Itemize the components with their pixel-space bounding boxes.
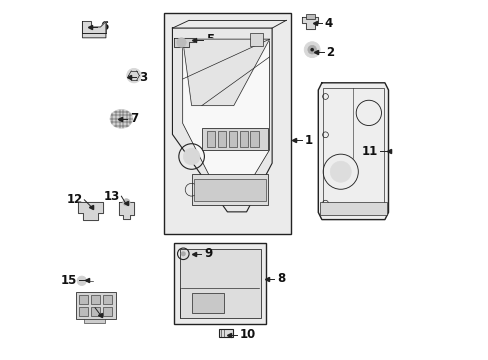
Polygon shape [318, 83, 387, 220]
Bar [79, 295, 88, 304]
Text: 7: 7 [130, 112, 138, 125]
Polygon shape [119, 202, 133, 219]
Bar [192, 293, 224, 314]
Text: 15: 15 [61, 274, 77, 287]
Bar [250, 32, 263, 46]
Bar [218, 329, 232, 337]
Bar [76, 292, 116, 319]
Text: 3: 3 [139, 71, 147, 84]
Text: 2: 2 [326, 46, 334, 59]
Text: 11: 11 [361, 145, 377, 158]
Bar [174, 243, 265, 324]
Bar [103, 295, 112, 304]
Bar [305, 14, 314, 19]
Bar [83, 319, 105, 323]
Polygon shape [183, 39, 269, 199]
Bar [228, 131, 237, 147]
Bar [320, 202, 386, 216]
Circle shape [177, 38, 186, 47]
Bar [103, 307, 112, 316]
Text: 14: 14 [77, 301, 93, 314]
Text: 10: 10 [239, 328, 255, 341]
Circle shape [181, 251, 185, 256]
Polygon shape [183, 39, 269, 105]
Text: 4: 4 [324, 17, 332, 30]
Circle shape [310, 48, 313, 51]
Bar [239, 131, 247, 147]
Circle shape [307, 45, 316, 54]
Text: 8: 8 [276, 273, 285, 285]
Bar [91, 295, 100, 304]
Circle shape [122, 199, 130, 206]
Bar [194, 179, 265, 201]
Circle shape [77, 276, 86, 285]
Text: 5: 5 [205, 33, 214, 46]
Text: 1: 1 [305, 134, 312, 147]
Text: 9: 9 [204, 247, 212, 260]
Bar [250, 131, 258, 147]
Text: 12: 12 [66, 193, 82, 206]
Polygon shape [174, 38, 194, 47]
Bar [191, 174, 268, 205]
Bar [322, 88, 384, 214]
Circle shape [183, 148, 200, 165]
Polygon shape [78, 202, 102, 220]
Circle shape [304, 42, 320, 58]
Bar [163, 13, 291, 234]
Text: 13: 13 [103, 190, 120, 203]
Bar [206, 131, 215, 147]
Ellipse shape [110, 109, 132, 128]
Bar [91, 307, 100, 316]
Bar [179, 249, 260, 318]
Bar [79, 307, 88, 316]
Circle shape [126, 68, 141, 83]
Bar [202, 128, 268, 150]
Text: 6: 6 [100, 21, 108, 33]
Polygon shape [172, 28, 272, 212]
Bar [217, 131, 225, 147]
Circle shape [329, 161, 350, 182]
Polygon shape [302, 17, 318, 29]
Polygon shape [82, 22, 106, 38]
